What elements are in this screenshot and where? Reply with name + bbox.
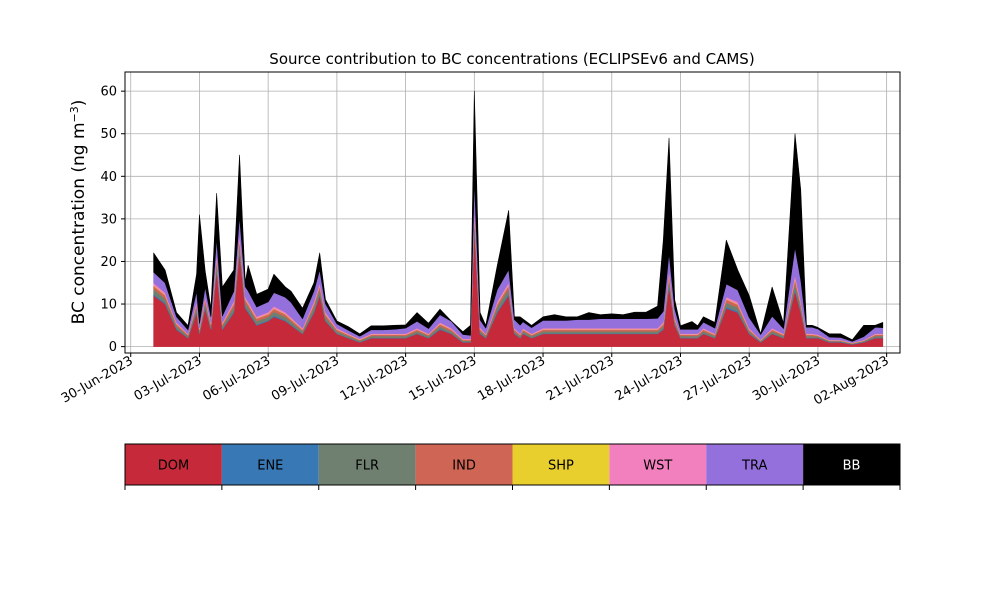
legend-label-bb: BB — [843, 459, 861, 474]
y-tick-label: 10 — [100, 298, 117, 313]
y-tick-label: 30 — [100, 212, 117, 227]
legend-label-flr: FLR — [355, 459, 379, 474]
legend-swatch-ind — [415, 444, 513, 485]
legend-swatch-dom — [125, 444, 222, 485]
y-axis: 0 10 20 30 40 50 60 — [100, 85, 125, 355]
plot-frame — [124, 71, 901, 354]
legend-swatch-bb — [803, 444, 900, 485]
y-tick-label: 20 — [100, 255, 117, 270]
stacked-areas — [153, 90, 884, 347]
legend-swatch-shp — [512, 444, 610, 485]
y-axis-label-main: BC concentration (ng m — [69, 122, 89, 324]
y-axis-label-sup: −3 — [68, 106, 81, 122]
y-tick-label: 40 — [100, 170, 117, 185]
y-tick-label: 60 — [100, 85, 117, 100]
legend-label-wst: WST — [643, 459, 672, 474]
legend-colorbar: DOM ENE FLR IND SHP WST TRA BB — [124, 443, 901, 490]
y-axis-label: BC concentration (ng m−3) — [68, 100, 90, 325]
legend-label-ind: IND — [452, 459, 476, 474]
chart-title: Source contribution to BC concentrations… — [269, 50, 754, 68]
legend-swatch-wst — [609, 444, 707, 485]
legend-label-shp: SHP — [548, 459, 574, 474]
legend-swatch-flr — [318, 444, 416, 485]
y-tick-label: 0 — [109, 340, 117, 355]
y-axis-label-close: ) — [69, 100, 89, 107]
legend-swatch-ene — [221, 444, 319, 485]
legend-label-tra: TRA — [741, 459, 767, 474]
area-series-bb — [153, 90, 884, 342]
legend-swatch-tra — [706, 444, 804, 485]
y-tick-label: 50 — [100, 127, 117, 142]
legend-label-ene: ENE — [257, 459, 283, 474]
legend-frame — [124, 443, 901, 486]
legend-label-dom: DOM — [158, 459, 189, 474]
